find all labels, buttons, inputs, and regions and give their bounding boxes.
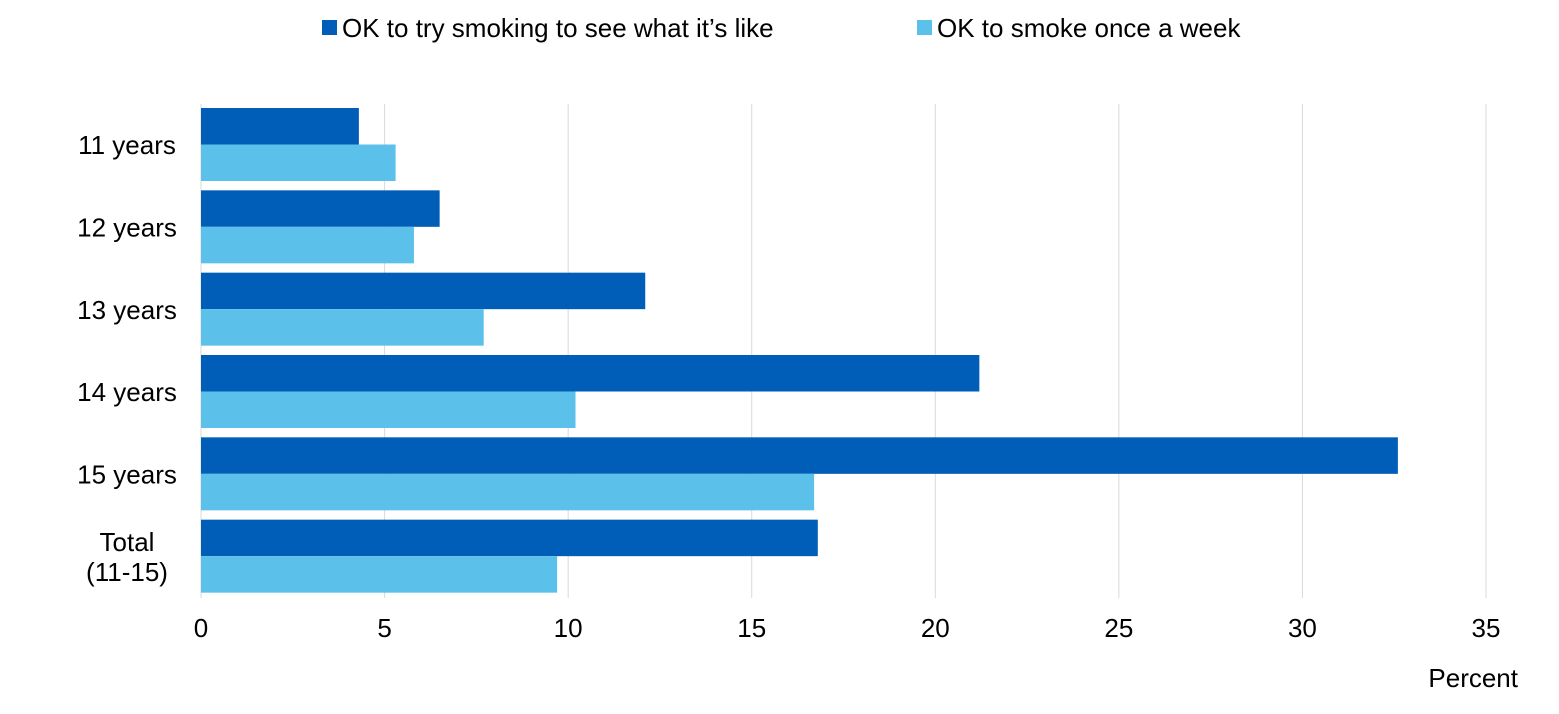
x-tick-label: 20 <box>921 613 950 643</box>
y-axis-categories: 11 years 12 years 13 years 14 years 15 years… <box>77 130 177 587</box>
x-tick-label: 30 <box>1288 613 1317 643</box>
bar <box>201 190 440 227</box>
bar <box>201 556 558 593</box>
bar <box>201 309 484 346</box>
bar <box>201 108 359 145</box>
x-tick-label: 35 <box>1472 613 1501 643</box>
x-tick-label: 25 <box>1104 613 1133 643</box>
y-category-label: 11 years <box>78 130 176 160</box>
bar <box>201 519 818 557</box>
x-axis-ticks: 0 5 10 15 20 25 30 35 <box>194 613 1501 643</box>
legend-label: OK to try smoking to see what it’s like <box>342 13 774 43</box>
y-category-label: Total (11-15) <box>86 527 168 587</box>
bar <box>201 144 396 181</box>
legend-swatch <box>917 20 932 35</box>
bar <box>201 272 646 310</box>
bar <box>201 355 980 392</box>
x-tick-label: 10 <box>554 613 583 643</box>
bar <box>201 437 1398 474</box>
bars <box>201 108 1398 593</box>
legend-label: OK to smoke once a week <box>937 13 1241 43</box>
x-tick-label: 15 <box>737 613 766 643</box>
y-category-label: 12 years <box>77 213 177 243</box>
y-category-label: 14 years <box>77 377 177 407</box>
bar <box>201 473 815 511</box>
gridlines <box>200 104 1487 598</box>
x-tick-label: 0 <box>194 613 208 643</box>
legend: OK to try smoking to see what it’s like O… <box>322 13 1241 43</box>
y-category-label: 13 years <box>77 295 177 325</box>
bar <box>201 226 414 264</box>
bar <box>201 391 576 428</box>
legend-swatch <box>322 20 337 35</box>
x-axis-title: Percent <box>1428 663 1518 693</box>
x-tick-label: 5 <box>377 613 391 643</box>
y-category-label: 15 years <box>77 460 177 490</box>
